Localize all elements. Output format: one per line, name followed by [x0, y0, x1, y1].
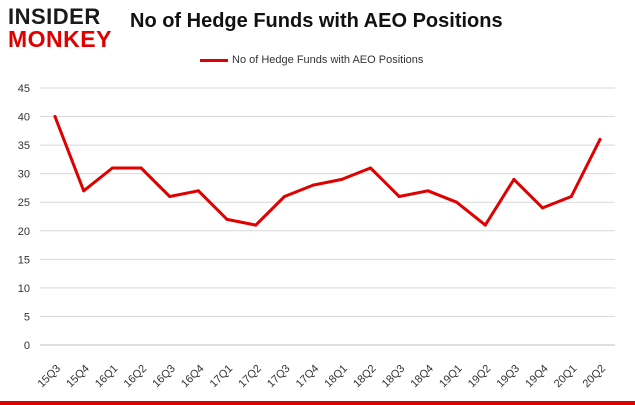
data-point	[168, 195, 172, 199]
data-point	[110, 166, 114, 170]
series-layer	[53, 115, 602, 227]
y-tick-label: 15	[18, 254, 30, 266]
x-tick-label: 18Q4	[408, 363, 436, 391]
y-tick-label: 0	[24, 340, 30, 352]
x-tick-label: 19Q3	[495, 363, 523, 391]
data-point	[282, 195, 286, 199]
x-axis-ticks: 15Q3 15Q4 16Q1 16Q2 16Q3 16Q4 17Q1 17Q2 17Q3 17Q4…	[36, 363, 609, 391]
data-point	[311, 183, 315, 187]
data-point	[483, 223, 487, 227]
data-point	[598, 137, 602, 141]
logo-line-2: MONKEY	[8, 26, 112, 52]
data-point	[340, 177, 344, 181]
x-tick-label: 17Q4	[294, 363, 322, 391]
series-line	[53, 115, 602, 227]
x-tick-label: 18Q1	[322, 363, 350, 391]
data-point	[541, 206, 545, 210]
x-tick-label: 16Q4	[179, 363, 207, 391]
y-tick-label: 20	[18, 226, 30, 238]
legend-swatch	[200, 59, 228, 62]
x-tick-label: 16Q3	[150, 363, 178, 391]
x-tick-label: 16Q2	[122, 363, 150, 391]
y-tick-label: 40	[18, 112, 30, 124]
chart-title: No of Hedge Funds with AEO Positions	[130, 10, 503, 32]
insider-monkey-logo: INSIDER MONKEY	[8, 6, 118, 52]
x-tick-label: 20Q1	[552, 363, 580, 391]
y-tick-label: 5	[24, 311, 30, 323]
data-point	[82, 189, 86, 193]
data-point	[455, 200, 459, 204]
x-tick-label: 18Q2	[351, 363, 379, 391]
x-tick-label: 17Q2	[236, 363, 264, 391]
data-point	[369, 166, 373, 170]
data-point	[53, 115, 57, 119]
data-point	[225, 217, 229, 221]
y-axis-ticks: 0 5 10 15 20 25 30 35 40 45	[18, 83, 30, 352]
x-tick-label: 18Q3	[380, 363, 408, 391]
logo-line-1: INSIDER	[8, 4, 101, 29]
x-tick-label: 19Q1	[437, 363, 465, 391]
x-tick-label: 15Q3	[36, 363, 64, 391]
data-point	[397, 195, 401, 199]
x-tick-label: 19Q4	[523, 363, 551, 391]
y-tick-label: 25	[18, 197, 30, 209]
x-tick-label: 15Q4	[64, 363, 92, 391]
y-tick-label: 45	[18, 83, 30, 95]
data-point	[254, 223, 258, 227]
data-point	[196, 189, 200, 193]
x-tick-label: 19Q2	[466, 363, 494, 391]
x-tick-label: 17Q1	[208, 363, 236, 391]
y-tick-label: 30	[18, 169, 30, 181]
data-point	[139, 166, 143, 170]
legend-label: No of Hedge Funds with AEO Positions	[232, 54, 424, 66]
data-point	[569, 195, 573, 199]
y-tick-label: 35	[18, 140, 30, 152]
x-tick-label: 16Q1	[93, 363, 121, 391]
x-tick-label: 20Q2	[581, 363, 609, 391]
x-tick-label: 17Q3	[265, 363, 293, 391]
gridlines	[40, 87, 615, 346]
data-point	[512, 177, 516, 181]
data-point	[426, 189, 430, 193]
y-tick-label: 10	[18, 283, 30, 295]
